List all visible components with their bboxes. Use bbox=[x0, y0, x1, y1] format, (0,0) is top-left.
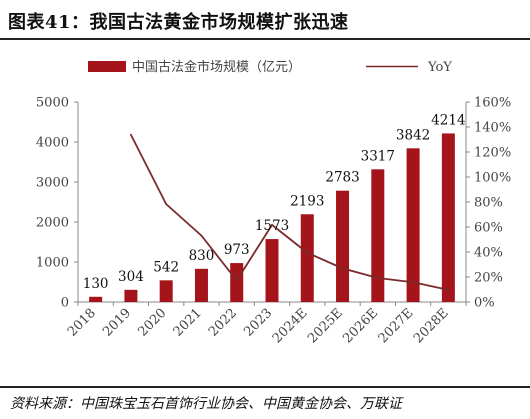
right-tick-label: 120% bbox=[474, 146, 511, 161]
footer-divider bbox=[0, 386, 530, 388]
bar-value-label: 1573 bbox=[255, 218, 289, 234]
bar-2021 bbox=[194, 268, 208, 302]
title-divider bbox=[0, 38, 530, 40]
line-series bbox=[130, 133, 450, 291]
bar-2026E bbox=[371, 169, 385, 302]
bar-value-label: 830 bbox=[189, 248, 215, 264]
yoy-point-2021 bbox=[200, 234, 203, 237]
right-tick-label: 0% bbox=[474, 296, 495, 311]
left-tick-label: 4000 bbox=[36, 136, 69, 151]
x-tick-label: 2024E bbox=[270, 306, 311, 347]
yoy-point-2023 bbox=[271, 223, 273, 226]
bar-value-label: 304 bbox=[118, 269, 144, 285]
bar-value-label: 3317 bbox=[361, 148, 395, 164]
bar-value-label: 130 bbox=[83, 276, 109, 292]
chart: 中国古法金市场规模（亿元） YoY 0 1000 2000 3000 4000 5000 0… bbox=[36, 59, 511, 347]
bar-value-label: 2193 bbox=[290, 193, 324, 209]
legend-line-label: YoY bbox=[427, 60, 452, 75]
yoy-point-2026E bbox=[376, 277, 379, 279]
x-tick-label: 2018 bbox=[65, 306, 99, 340]
figure-header: 图表41：我国古法黄金市场规模扩张迅速 bbox=[0, 0, 530, 40]
bar-2022 bbox=[230, 263, 244, 302]
bar-2025E bbox=[336, 190, 350, 302]
right-tick-label: 20% bbox=[474, 271, 503, 286]
yoy-line bbox=[130, 134, 449, 291]
yoy-point-2020 bbox=[165, 203, 168, 206]
x-tick-label: 2021 bbox=[171, 306, 205, 340]
yoy-point-2025E bbox=[341, 267, 344, 270]
left-tick-label: 2000 bbox=[36, 216, 69, 231]
bar-2018 bbox=[89, 296, 103, 302]
x-tick-label: 2027E bbox=[376, 306, 417, 347]
right-tick-label: 160% bbox=[474, 96, 511, 111]
x-tick-label: 2028E bbox=[411, 306, 452, 347]
yoy-point-2024E bbox=[306, 251, 309, 254]
bar-series bbox=[89, 133, 455, 302]
bar-2024E bbox=[300, 214, 314, 302]
right-tick-label: 140% bbox=[474, 121, 511, 136]
right-tick-label: 100% bbox=[474, 171, 511, 186]
right-tick-label: 60% bbox=[474, 221, 503, 236]
left-tick-label: 1000 bbox=[36, 256, 69, 271]
bar-2027E bbox=[406, 148, 420, 302]
yoy-point-2028E bbox=[447, 288, 450, 291]
yoy-point-2022 bbox=[235, 279, 238, 282]
legend-bar-swatch bbox=[88, 61, 126, 72]
x-tick-label: 2026E bbox=[340, 306, 381, 347]
legend-bar-label: 中国古法金市场规模（亿元） bbox=[132, 59, 301, 75]
yoy-point-2027E bbox=[412, 281, 414, 284]
source-note: 资料来源：中国珠宝玉石首饰行业协会、中国黄金协会、万联证 bbox=[10, 396, 402, 412]
bar-2028E bbox=[441, 133, 455, 302]
bar-value-label: 3842 bbox=[396, 127, 430, 143]
legend: 中国古法金市场规模（亿元） YoY bbox=[88, 59, 452, 75]
bar-2019 bbox=[124, 289, 138, 302]
figure-title: 图表41：我国古法黄金市场规模扩张迅速 bbox=[8, 12, 349, 33]
x-tick-label: 2025E bbox=[305, 306, 346, 347]
x-tick-label: 2022 bbox=[206, 306, 240, 340]
x-tick-label: 2020 bbox=[135, 306, 169, 340]
right-tick-label: 80% bbox=[474, 196, 503, 211]
yoy-point-2019 bbox=[130, 133, 132, 136]
left-tick-label: 0 bbox=[61, 296, 69, 311]
right-tick-label: 40% bbox=[474, 246, 503, 261]
bar-value-label: 542 bbox=[153, 259, 179, 275]
bar-2023 bbox=[265, 239, 279, 302]
x-tick-label: 2019 bbox=[100, 306, 134, 340]
bar-value-label: 973 bbox=[224, 242, 250, 258]
bar-value-label: 4214 bbox=[431, 112, 465, 128]
bar-2020 bbox=[159, 280, 173, 302]
left-tick-label: 3000 bbox=[36, 176, 69, 191]
left-tick-label: 5000 bbox=[36, 96, 69, 111]
bar-value-label: 2783 bbox=[325, 170, 359, 186]
